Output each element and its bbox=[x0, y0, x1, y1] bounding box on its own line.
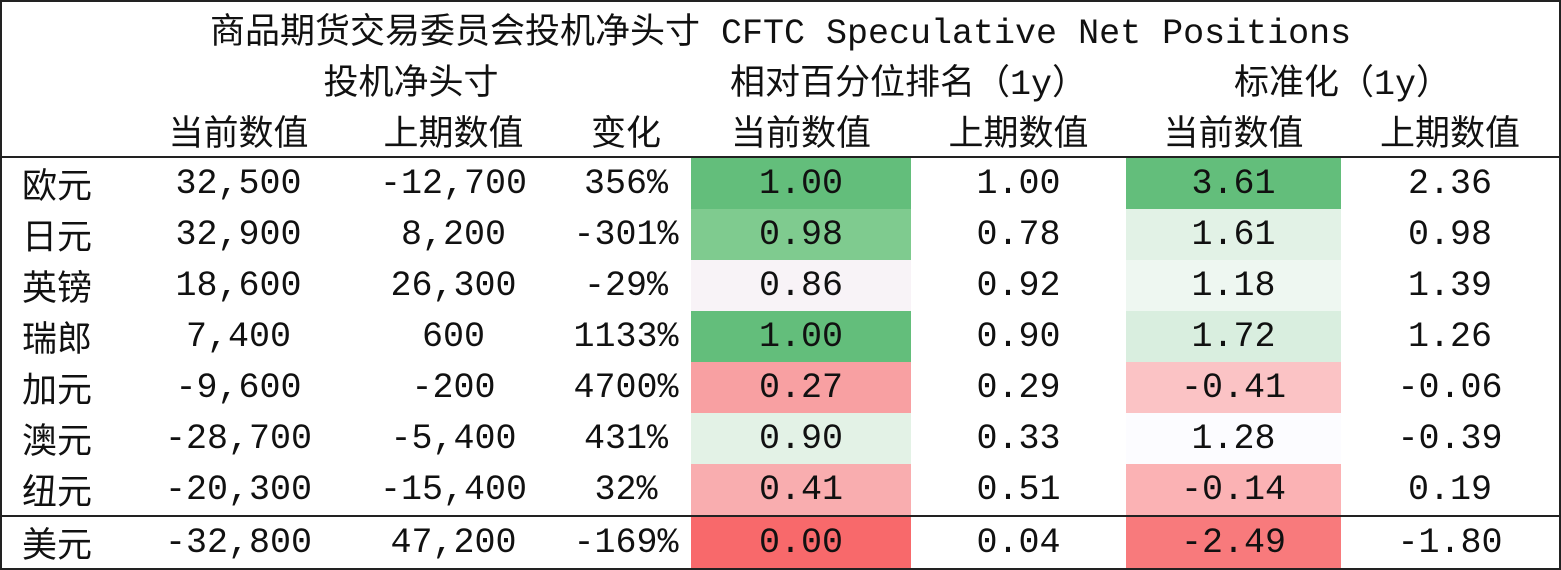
table-cell: 0.33 bbox=[976, 418, 1061, 459]
blank-cell bbox=[1, 105, 131, 158]
table-cell: 0.78 bbox=[976, 214, 1061, 255]
column-header: 上期数值 bbox=[911, 105, 1126, 158]
table-cell: 1.61 bbox=[1126, 209, 1341, 260]
table-cell: 600 bbox=[421, 316, 485, 357]
row-label: 瑞郎 bbox=[22, 322, 93, 362]
table-cell: 47,200 bbox=[346, 515, 561, 570]
table-title: 商品期货交易委员会投机净头寸 CFTC Speculative Net Posi… bbox=[1, 0, 1561, 54]
table-row: 纽元 -20,300 -15,400 32% 0.41 0.51 -0.14 0.19 bbox=[1, 464, 1560, 516]
table-cell: 0.51 bbox=[976, 469, 1061, 510]
column-header: 当前数值 bbox=[1126, 105, 1341, 158]
table-cell: 0.86 bbox=[691, 260, 911, 311]
row-label: 日元 bbox=[22, 220, 93, 260]
table-row: 欧元 32,500 -12,700 356% 1.00 1.00 3.61 2.36 bbox=[1, 157, 1560, 209]
table-cell: 356% bbox=[583, 163, 668, 204]
table-cell: 3.61 bbox=[1126, 157, 1341, 209]
table-cell: -200 bbox=[411, 367, 496, 408]
table-cell: -9,600 bbox=[175, 367, 302, 408]
table-cell: -169% bbox=[561, 515, 691, 570]
table-cell: 4700% bbox=[573, 367, 679, 408]
table-cell: 0.41 bbox=[691, 464, 911, 516]
table-cell: 1.00 bbox=[976, 163, 1061, 204]
row-label: 美元 bbox=[1, 515, 131, 570]
table-cell: 0.29 bbox=[976, 367, 1061, 408]
table-cell: -12,700 bbox=[379, 163, 528, 204]
column-header: 当前数值 bbox=[691, 105, 911, 158]
table-row: 日元 32,900 8,200 -301% 0.98 0.78 1.61 0.98 bbox=[1, 209, 1560, 260]
table-cell: -28,700 bbox=[164, 418, 313, 459]
table-row: 加元 -9,600 -200 4700% 0.27 0.29 -0.41 -0.06 bbox=[1, 362, 1560, 413]
table-cell: 1.00 bbox=[691, 157, 911, 209]
table-cell: 0.00 bbox=[691, 515, 911, 570]
table-cell: -2.49 bbox=[1126, 515, 1341, 570]
table-cell: 32,500 bbox=[175, 163, 302, 204]
table-cell: -1.80 bbox=[1341, 515, 1561, 570]
table-cell: 1.18 bbox=[1126, 260, 1341, 311]
table-row: 澳元 -28,700 -5,400 431% 0.90 0.33 1.28 -0.39 bbox=[1, 413, 1560, 464]
blank-cell bbox=[1, 54, 131, 105]
group-header: 投机净头寸 bbox=[323, 65, 499, 105]
table-cell: -0.06 bbox=[1397, 367, 1503, 408]
row-label: 加元 bbox=[22, 373, 93, 413]
table-cell: -0.41 bbox=[1126, 362, 1341, 413]
table-cell: 0.27 bbox=[691, 362, 911, 413]
table-cell: 26,300 bbox=[390, 265, 517, 306]
row-label: 纽元 bbox=[22, 475, 93, 515]
table-cell: 0.98 bbox=[691, 209, 911, 260]
table-cell: 1.72 bbox=[1126, 311, 1341, 362]
table-cell: 431% bbox=[583, 418, 668, 459]
table-cell: 1.00 bbox=[691, 311, 911, 362]
table-row: 英镑 18,600 26,300 -29% 0.86 0.92 1.18 1.39 bbox=[1, 260, 1560, 311]
table-cell: 2.36 bbox=[1408, 163, 1493, 204]
table-cell: -0.39 bbox=[1397, 418, 1503, 459]
table-cell: 18,600 bbox=[175, 265, 302, 306]
table-cell: 0.90 bbox=[691, 413, 911, 464]
table-cell: 1133% bbox=[573, 316, 679, 357]
table-cell: 0.04 bbox=[911, 515, 1126, 570]
column-header: 上期数值 bbox=[1341, 105, 1561, 158]
table-cell: 0.92 bbox=[976, 265, 1061, 306]
table-cell: 8,200 bbox=[400, 214, 507, 255]
row-label: 欧元 bbox=[22, 169, 93, 209]
column-header: 当前数值 bbox=[131, 105, 346, 158]
table-cell: 1.28 bbox=[1126, 413, 1341, 464]
table-cell: 32% bbox=[594, 469, 658, 510]
table-cell: -15,400 bbox=[379, 469, 528, 510]
row-label: 英镑 bbox=[22, 271, 93, 311]
table-cell: -32,800 bbox=[131, 515, 346, 570]
table-cell: 0.98 bbox=[1408, 214, 1493, 255]
table-cell: 0.90 bbox=[976, 316, 1061, 357]
table-cell: 32,900 bbox=[175, 214, 302, 255]
table-cell: -20,300 bbox=[164, 469, 313, 510]
column-header: 上期数值 bbox=[346, 105, 561, 158]
table-cell: -29% bbox=[583, 265, 668, 306]
group-header: 标准化（1y） bbox=[1234, 65, 1452, 105]
table-cell: -0.14 bbox=[1126, 464, 1341, 516]
table-cell: -5,400 bbox=[390, 418, 517, 459]
table-row: 美元 -32,800 47,200 -169% 0.00 0.04 -2.49 -1.80 bbox=[1, 515, 1561, 570]
row-label: 澳元 bbox=[22, 424, 93, 464]
group-header: 相对百分位排名（1y） bbox=[729, 65, 1087, 105]
table-cell: 0.19 bbox=[1408, 469, 1493, 510]
table-cell: 7,400 bbox=[185, 316, 292, 357]
column-header: 变化 bbox=[561, 105, 691, 158]
table-cell: -301% bbox=[573, 214, 679, 255]
table-cell: 1.39 bbox=[1408, 265, 1493, 306]
table-row: 瑞郎 7,400 600 1133% 1.00 0.90 1.72 1.26 bbox=[1, 311, 1560, 362]
table-cell: 1.26 bbox=[1408, 316, 1493, 357]
